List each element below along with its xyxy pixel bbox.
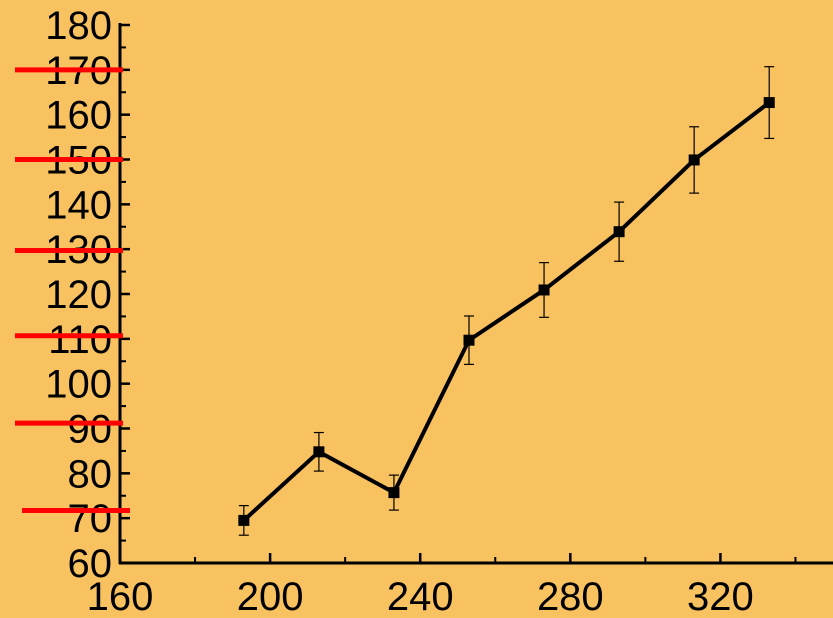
data-point [463, 334, 475, 346]
data-point [763, 97, 775, 109]
x-tick-label: 280 [537, 575, 604, 618]
y-tick-label: 110 [48, 318, 112, 362]
red-annotation-lines [15, 67, 130, 514]
x-tick-label: 200 [237, 575, 304, 618]
y-tick-label: 70 [68, 497, 113, 541]
data-point [238, 514, 250, 526]
data-point [313, 446, 325, 458]
y-tick-label: 160 [45, 94, 112, 138]
x-tick-label: 160 [87, 575, 154, 618]
data-point [388, 487, 400, 499]
y-tick-label: 180 [45, 4, 112, 48]
data-point [538, 284, 550, 296]
y-tick-label: 90 [68, 408, 113, 452]
data-series [238, 66, 775, 536]
x-tick-label: 240 [387, 575, 454, 618]
data-point [613, 226, 625, 238]
y-tick-label: 80 [68, 452, 113, 496]
series-line [242, 100, 771, 522]
y-tick-label: 100 [45, 363, 112, 407]
x-tick-label: 320 [687, 575, 754, 618]
data-point [688, 154, 700, 166]
y-tick-label: 120 [45, 273, 112, 317]
y-tick-label: 60 [68, 542, 113, 586]
y-tick-label: 140 [45, 183, 112, 227]
axes [118, 23, 833, 565]
